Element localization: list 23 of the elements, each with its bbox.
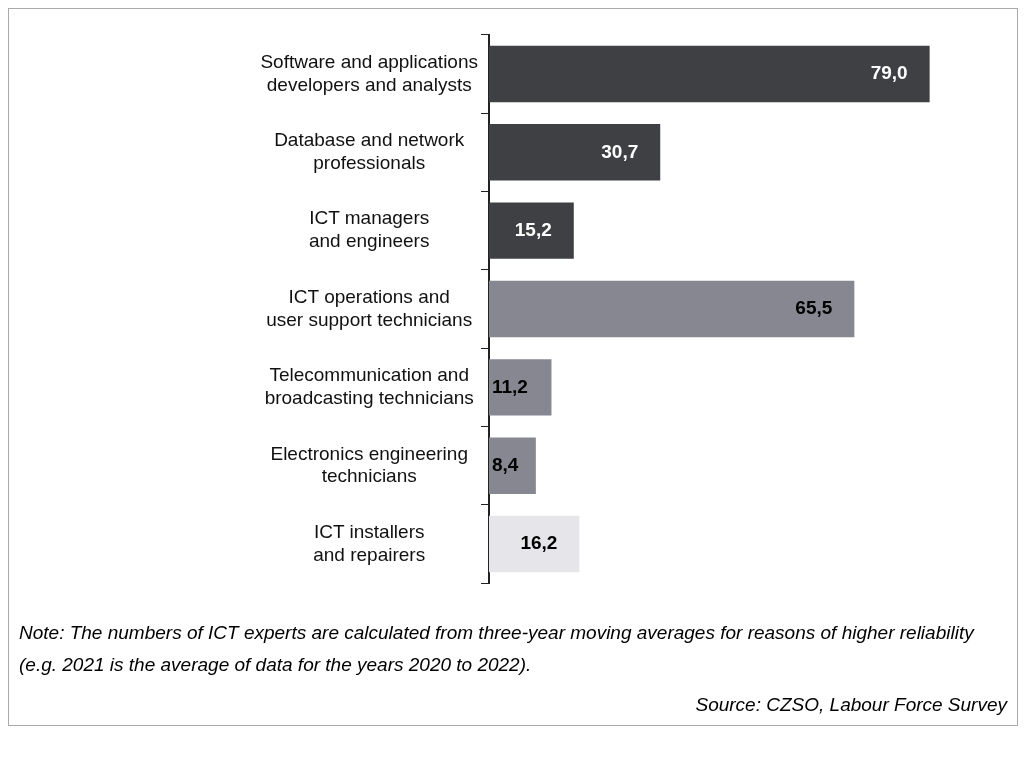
y-tick-label: Electronics engineering technicians xyxy=(270,442,468,487)
data-label: 16,2 xyxy=(520,532,558,554)
y-tick-label: ICT installers and repairers xyxy=(313,520,426,565)
data-label: 30,7 xyxy=(601,140,639,162)
data-label: 65,5 xyxy=(795,297,833,319)
data-label: 79,0 xyxy=(870,62,908,84)
bar xyxy=(489,124,661,181)
bar xyxy=(489,437,536,494)
source-note: Source: CZSO, Labour Force Survey xyxy=(694,693,1009,717)
bar xyxy=(489,359,552,416)
bar xyxy=(489,202,574,259)
data-label: 8,4 xyxy=(492,453,519,475)
data-label: 15,2 xyxy=(514,218,552,240)
y-tick-label: Telecommunication and broadcasting technicians xyxy=(264,364,474,408)
y-tick-label: ICT operations and user support technicians xyxy=(266,285,473,330)
bar xyxy=(489,45,930,103)
y-tick-label: ICT managers and engineers xyxy=(308,207,430,252)
bar xyxy=(489,515,580,573)
y-tick-label: Software and applications developers and analysts xyxy=(260,50,479,95)
y-tick-label: Database and network professionals xyxy=(274,129,465,173)
data-label: 11,2 xyxy=(492,375,528,397)
bar xyxy=(489,280,855,338)
text: Note: The numbers of ICT experts are calculated from three-year moving averages for reasons of higher reliability (e.g. 2021 is the average of data for the years 2020 to 2022). xyxy=(18,621,976,677)
